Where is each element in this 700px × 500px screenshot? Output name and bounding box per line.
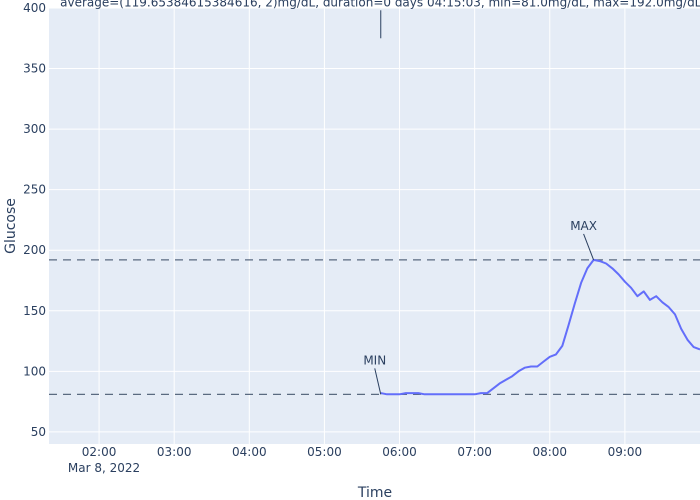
series-layer xyxy=(380,258,700,396)
annotation-arrow xyxy=(374,368,382,395)
min-annotation: MIN xyxy=(363,353,386,367)
y-tick-label: 100 xyxy=(23,364,46,378)
x-tick-label: 07:00 xyxy=(457,445,492,459)
summary-annotation: average=(119.65384615384616, 2)mg/dL, du… xyxy=(60,0,700,9)
y-tick-label: 350 xyxy=(23,62,46,76)
grid-lines xyxy=(49,7,700,444)
max-annotation: MAX xyxy=(570,219,597,233)
plot-background xyxy=(49,8,700,444)
y-tick-label: 250 xyxy=(23,183,46,197)
x-date-label: Mar 8, 2022 xyxy=(68,461,140,475)
x-axis-title: Time xyxy=(357,485,392,500)
y-tick-label: 50 xyxy=(31,425,46,439)
y-tick-label: 150 xyxy=(23,304,46,318)
y-axis-ticks: 50 100 150 200 250 300 350 400 xyxy=(23,1,46,439)
annotations: MAX MIN average=(119.65384615384616, 2)mg/… xyxy=(60,0,700,395)
y-tick-label: 400 xyxy=(23,1,46,15)
y-axis-title: Glucose xyxy=(3,198,19,254)
x-tick-label: 08:00 xyxy=(532,445,567,459)
reference-lines xyxy=(49,259,700,395)
y-tick-label: 300 xyxy=(23,122,46,136)
x-tick-label: 03:00 xyxy=(157,445,192,459)
glucose-series-line xyxy=(380,258,700,396)
x-tick-label: 04:00 xyxy=(232,445,267,459)
x-tick-label: 06:00 xyxy=(382,445,417,459)
y-tick-label: 200 xyxy=(23,243,46,257)
x-tick-label: 02:00 xyxy=(82,445,117,459)
annotation-arrow xyxy=(583,233,595,261)
x-tick-label: 05:00 xyxy=(307,445,342,459)
x-tick-label: 09:00 xyxy=(608,445,643,459)
x-axis-ticks: 02:00 03:00 04:00 05:00 06:00 07:00 08:00 09:00 xyxy=(82,445,642,459)
